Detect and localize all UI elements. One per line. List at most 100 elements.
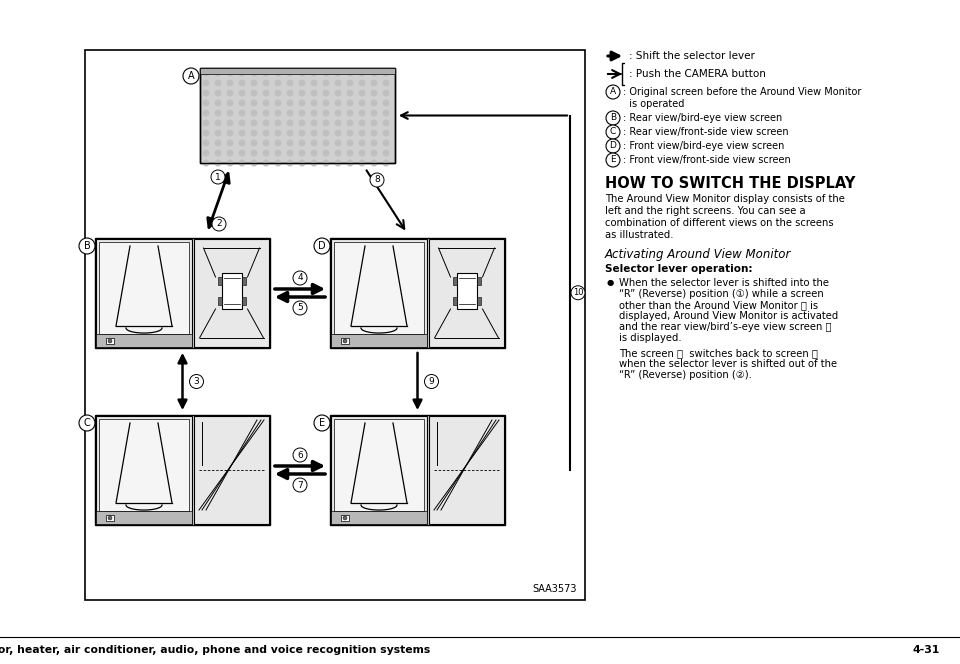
Circle shape [323, 120, 329, 127]
Circle shape [347, 159, 353, 167]
Circle shape [262, 80, 270, 86]
Circle shape [286, 159, 294, 167]
Circle shape [203, 129, 209, 137]
Circle shape [323, 149, 329, 157]
Bar [242, 277, 246, 285]
Bar [330, 415, 505, 525]
Circle shape [238, 70, 246, 76]
Bar [194, 239, 269, 347]
Circle shape [238, 139, 246, 147]
Circle shape [323, 80, 329, 86]
Bar [194, 416, 269, 524]
Circle shape [203, 70, 209, 76]
Circle shape [371, 90, 377, 96]
Circle shape [286, 110, 294, 116]
Circle shape [310, 159, 318, 167]
Text: left and the right screens. You can see a: left and the right screens. You can see … [605, 206, 805, 216]
Circle shape [371, 100, 377, 106]
Text: ●: ● [607, 278, 614, 287]
Text: 4: 4 [298, 274, 302, 282]
Bar [106, 338, 114, 344]
Circle shape [227, 70, 233, 76]
Circle shape [334, 120, 342, 127]
Circle shape [238, 159, 246, 167]
Circle shape [251, 129, 257, 137]
Text: 3: 3 [194, 377, 200, 386]
Circle shape [203, 110, 209, 116]
Text: : Front view/bird-eye view screen: : Front view/bird-eye view screen [623, 141, 784, 151]
Bar [476, 277, 481, 285]
Circle shape [203, 80, 209, 86]
Circle shape [227, 129, 233, 137]
Circle shape [262, 159, 270, 167]
Circle shape [108, 516, 112, 520]
Text: : Rear view/front-side view screen: : Rear view/front-side view screen [623, 127, 788, 137]
Text: 9: 9 [428, 377, 434, 386]
Circle shape [299, 90, 305, 96]
Text: is displayed.: is displayed. [619, 333, 682, 343]
Text: C: C [84, 418, 90, 428]
Bar [334, 419, 424, 511]
Circle shape [299, 139, 305, 147]
Circle shape [299, 70, 305, 76]
Text: : Rear view/bird-eye view screen: : Rear view/bird-eye view screen [623, 113, 782, 123]
Circle shape [382, 159, 390, 167]
Text: E: E [611, 155, 615, 165]
Circle shape [358, 110, 366, 116]
Circle shape [275, 139, 281, 147]
Text: 2: 2 [216, 220, 222, 228]
Bar [331, 239, 427, 347]
Circle shape [571, 286, 585, 299]
Circle shape [606, 139, 620, 153]
Circle shape [323, 159, 329, 167]
Circle shape [382, 80, 390, 86]
Circle shape [212, 217, 226, 231]
Circle shape [334, 149, 342, 157]
Text: When the selector lever is shifted into the: When the selector lever is shifted into … [619, 278, 829, 288]
Text: E: E [319, 418, 325, 428]
Circle shape [203, 90, 209, 96]
Circle shape [189, 374, 204, 388]
Bar [222, 273, 242, 309]
Circle shape [310, 110, 318, 116]
Circle shape [382, 100, 390, 106]
Circle shape [275, 129, 281, 137]
Circle shape [347, 139, 353, 147]
Circle shape [203, 139, 209, 147]
Text: : Front view/front-side view screen: : Front view/front-side view screen [623, 155, 791, 165]
Circle shape [214, 149, 222, 157]
Circle shape [382, 129, 390, 137]
Circle shape [358, 129, 366, 137]
Bar [457, 273, 476, 309]
Circle shape [286, 70, 294, 76]
Circle shape [183, 68, 199, 84]
Circle shape [334, 90, 342, 96]
Bar [218, 277, 222, 285]
Text: B: B [610, 114, 616, 122]
Circle shape [203, 100, 209, 106]
Circle shape [299, 149, 305, 157]
Circle shape [262, 120, 270, 127]
Bar [200, 68, 395, 163]
Text: 8: 8 [374, 175, 380, 185]
Circle shape [203, 159, 209, 167]
Circle shape [299, 120, 305, 127]
Text: 1: 1 [215, 173, 221, 181]
Circle shape [323, 100, 329, 106]
Text: D: D [610, 141, 616, 151]
Circle shape [203, 120, 209, 127]
Circle shape [275, 120, 281, 127]
Circle shape [275, 80, 281, 86]
Circle shape [275, 70, 281, 76]
Text: 10: 10 [573, 288, 584, 297]
Circle shape [251, 149, 257, 157]
Circle shape [323, 110, 329, 116]
Circle shape [238, 129, 246, 137]
Bar [331, 416, 427, 524]
Circle shape [262, 70, 270, 76]
Bar [96, 416, 192, 524]
Circle shape [606, 153, 620, 167]
Circle shape [251, 90, 257, 96]
Text: : Shift the selector lever: : Shift the selector lever [629, 51, 755, 61]
Circle shape [382, 70, 390, 76]
